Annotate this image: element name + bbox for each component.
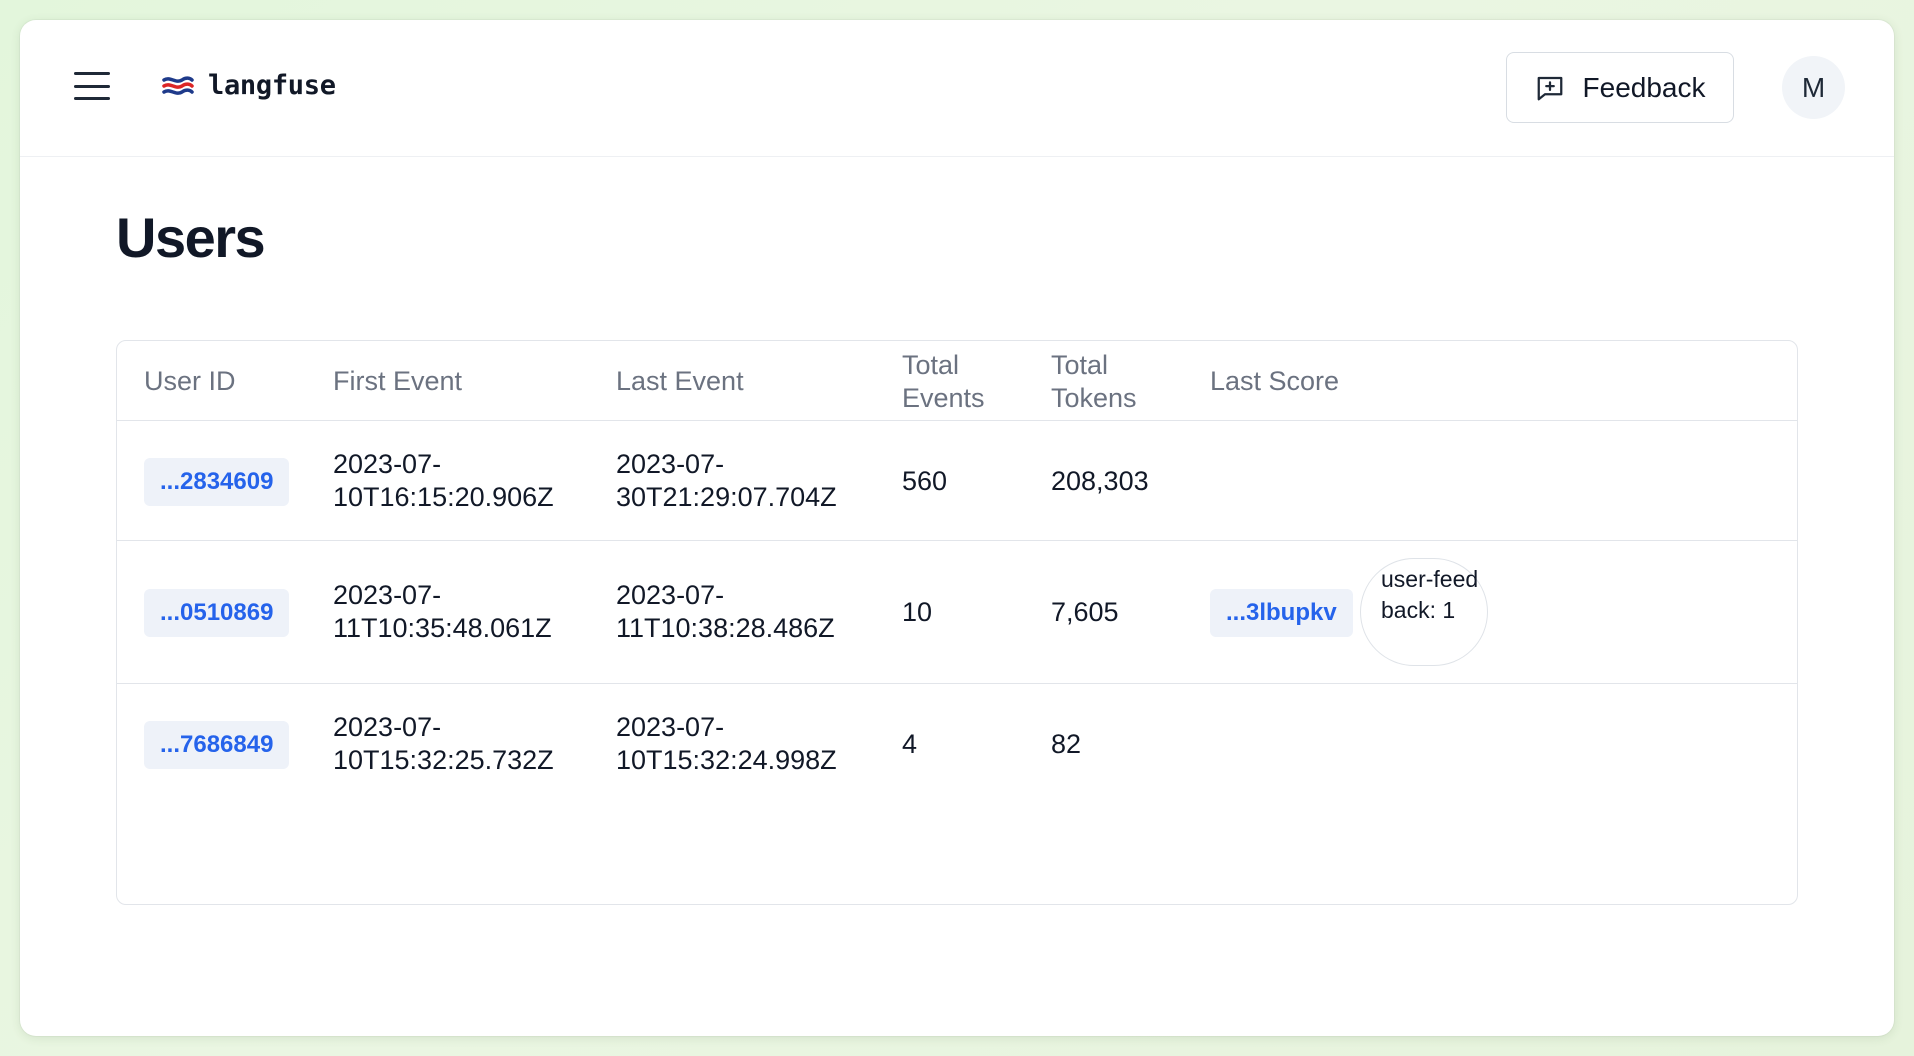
last-event-date: 2023-07- (616, 712, 725, 742)
table-row[interactable]: ...7686849 2023-07- 10T15:32:25.732Z 202… (117, 684, 1797, 804)
feedback-button-label: Feedback (1582, 71, 1706, 103)
app-window: langfuse Feedback M Users User ID First … (20, 20, 1894, 1036)
last-event-time: 30T21:29:07.704Z (616, 482, 837, 512)
feedback-button[interactable]: Feedback (1506, 52, 1734, 123)
first-event-time: 10T16:15:20.906Z (333, 482, 554, 512)
total-events-value: 4 (902, 729, 918, 759)
user-id-link[interactable]: ...7686849 (144, 721, 290, 769)
last-score-id-link[interactable]: ...3lbupkv (1210, 589, 1353, 637)
first-event-time: 11T10:35:48.061Z (333, 613, 552, 643)
last-event-date: 2023-07- (616, 449, 725, 479)
user-id-link[interactable]: ...0510869 (144, 589, 290, 637)
user-avatar[interactable]: M (1782, 56, 1845, 119)
table-header-row: User ID First Event Last Event Total Eve… (117, 341, 1797, 421)
hamburger-menu-icon[interactable] (74, 72, 110, 100)
total-events-value: 560 (902, 466, 948, 496)
first-event-date: 2023-07- (333, 580, 442, 610)
brand-name: langfuse (208, 70, 336, 101)
header-user-id[interactable]: User ID (144, 366, 236, 396)
avatar-initial: M (1801, 71, 1826, 103)
total-tokens-value: 7,605 (1051, 597, 1119, 627)
header-total-tokens-line2[interactable]: Tokens (1051, 383, 1137, 413)
last-event-time: 11T10:38:28.486Z (616, 613, 835, 643)
table-row[interactable]: ...0510869 2023-07- 11T10:35:48.061Z 202… (117, 541, 1797, 684)
header-last-event[interactable]: Last Event (616, 366, 744, 396)
total-tokens-value: 82 (1051, 729, 1082, 759)
total-events-value: 10 (902, 597, 933, 627)
first-event-date: 2023-07- (333, 449, 442, 479)
table-row[interactable]: ...2834609 2023-07- 10T16:15:20.906Z 202… (117, 421, 1797, 541)
last-event-date: 2023-07- (616, 580, 725, 610)
page-title: Users (116, 206, 266, 269)
last-event-time: 10T15:32:24.998Z (616, 745, 837, 775)
first-event-date: 2023-07- (333, 712, 442, 742)
users-table: User ID First Event Last Event Total Eve… (116, 340, 1798, 905)
header-total-events-line2[interactable]: Events (902, 383, 985, 413)
top-navigation-bar: langfuse Feedback M (20, 20, 1894, 157)
message-plus-icon (1537, 76, 1562, 100)
brand[interactable]: langfuse (162, 70, 336, 101)
total-tokens-value: 208,303 (1051, 466, 1149, 496)
header-last-score[interactable]: Last Score (1210, 366, 1340, 396)
first-event-time: 10T15:32:25.732Z (333, 745, 554, 775)
last-score-badge: user-feedback: 1 (1360, 558, 1488, 666)
header-first-event[interactable]: First Event (333, 366, 463, 396)
user-id-link[interactable]: ...2834609 (144, 458, 290, 506)
header-total-events-line1[interactable]: Total (902, 350, 960, 380)
header-total-tokens-line1[interactable]: Total (1051, 350, 1109, 380)
langfuse-logo-icon (162, 75, 194, 95)
